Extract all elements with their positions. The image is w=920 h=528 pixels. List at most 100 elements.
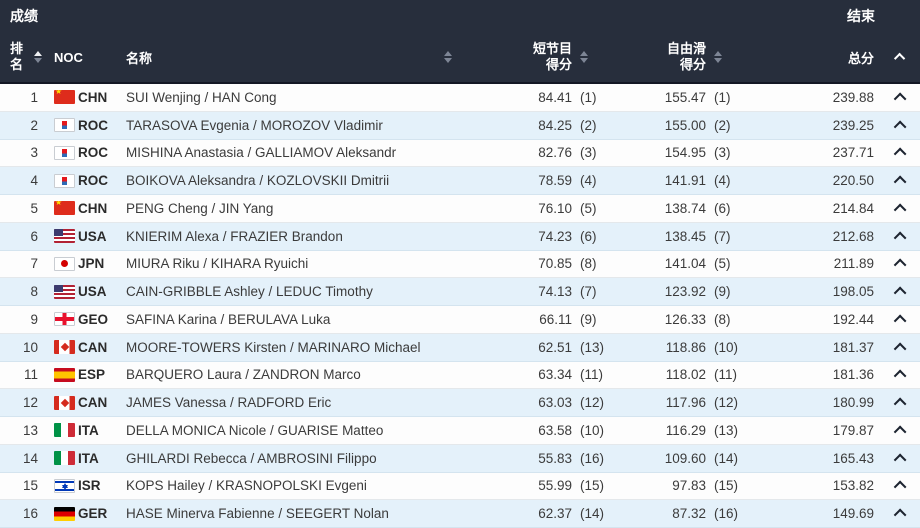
column-header-short-program[interactable]: 短节目 得分 xyxy=(490,32,572,82)
table-row[interactable]: 5 CHN PENG Cheng / JIN Yang 76.10 (5) 13… xyxy=(0,195,920,223)
flag-cell xyxy=(46,506,78,521)
flag-cell xyxy=(46,478,78,493)
rank-cell: 11 xyxy=(23,367,38,383)
flag-cell xyxy=(46,312,78,327)
table-row[interactable]: 15 ISR KOPS Hailey / KRASNOPOLSKI Evgeni… xyxy=(0,472,920,501)
short-program-score-cell: 55.83 xyxy=(538,450,572,466)
expand-row-button[interactable] xyxy=(882,506,920,522)
column-header-rank[interactable]: 排名 xyxy=(0,32,46,82)
free-skate-rank-cell: (8) xyxy=(714,311,731,327)
free-skate-rank-cell: (7) xyxy=(714,228,731,244)
expand-row-button[interactable] xyxy=(882,118,920,133)
total-score-cell: 214.84 xyxy=(832,200,874,216)
noc-cell: USA xyxy=(78,228,107,244)
noc-cell: CHN xyxy=(78,89,108,105)
athletes-name-cell: KOPS Hailey / KRASNOPOLSKI Evgeni xyxy=(126,478,367,494)
table-row[interactable]: 8 USA CAIN-GRIBBLE Ashley / LEDUC Timoth… xyxy=(0,278,920,306)
table-row[interactable]: 2 ROC TARASOVA Evgenia / MOROZOV Vladimi… xyxy=(0,111,920,140)
column-header-name[interactable]: 名称 xyxy=(120,32,490,82)
short-program-rank-cell: (2) xyxy=(580,117,597,133)
expand-row-button[interactable] xyxy=(882,478,920,494)
short-program-sort[interactable] xyxy=(572,32,620,82)
free-skate-rank-cell: (5) xyxy=(714,256,731,272)
athletes-name-cell: DELLA MONICA Nicole / GUARISE Matteo xyxy=(126,422,384,438)
table-row[interactable]: 12 CAN JAMES Vanessa / RADFORD Eric 63.0… xyxy=(0,389,920,417)
country-flag-icon xyxy=(54,423,75,438)
name-sort-icon[interactable] xyxy=(444,51,452,63)
short-program-rank-cell: (1) xyxy=(580,89,597,105)
country-flag-icon xyxy=(54,395,75,410)
expand-row-button[interactable] xyxy=(882,256,920,272)
noc-cell: ISR xyxy=(78,478,101,494)
short-program-score-cell: 63.34 xyxy=(538,367,572,383)
column-header-total[interactable]: 总分 xyxy=(754,32,882,82)
table-row[interactable]: 9 GEO SAFINA Karina / BERULAVA Luka 66.1… xyxy=(0,306,920,334)
chevron-up-icon xyxy=(893,508,906,522)
free-skate-sort-icon[interactable] xyxy=(714,51,722,63)
expand-row-button[interactable] xyxy=(882,451,920,466)
table-row[interactable]: 4 ROC BOIKOVA Aleksandra / KOZLOVSKII Dm… xyxy=(0,167,920,195)
chevron-up-icon[interactable] xyxy=(893,52,906,65)
table-row[interactable]: 14 ITA GHILARDI Rebecca / AMBROSINI Fili… xyxy=(0,444,920,473)
country-flag-icon xyxy=(54,367,75,382)
table-row[interactable]: 3 ROC MISHINA Anastasia / GALLIAMOV Alek… xyxy=(0,139,920,168)
free-skate-score-cell: 126.33 xyxy=(664,311,706,327)
free-skate-rank-cell: (3) xyxy=(714,145,731,161)
total-sort[interactable] xyxy=(882,32,920,82)
short-program-rank-cell: (16) xyxy=(580,450,605,466)
free-skate-rank-cell: (9) xyxy=(714,284,731,300)
short-program-rank-cell: (3) xyxy=(580,145,597,161)
table-row[interactable]: 16 GER HASE Minerva Fabienne / SEEGERT N… xyxy=(0,500,920,528)
status-badge: 结束 xyxy=(847,8,875,24)
expand-row-button[interactable] xyxy=(882,423,920,439)
flag-cell xyxy=(46,256,78,271)
expand-row-button[interactable] xyxy=(882,145,920,161)
expand-row-button[interactable] xyxy=(882,284,920,300)
athletes-name-cell: BARQUERO Laura / ZANDRON Marco xyxy=(126,367,361,383)
column-header-noc[interactable]: NOC xyxy=(46,32,120,82)
short-program-sort-icon[interactable] xyxy=(580,51,588,63)
short-program-score-cell: 84.41 xyxy=(538,89,572,105)
rank-cell: 6 xyxy=(30,228,38,244)
free-skate-score-cell: 87.32 xyxy=(672,506,706,522)
expand-row-button[interactable] xyxy=(882,173,920,189)
table-row[interactable]: 13 ITA DELLA MONICA Nicole / GUARISE Mat… xyxy=(0,417,920,445)
table-row[interactable]: 7 JPN MIURA Riku / KIHARA Ryuichi 70.85 … xyxy=(0,250,920,279)
short-program-score-cell: 70.85 xyxy=(538,256,572,272)
rank-cell: 4 xyxy=(30,173,38,189)
athletes-name-cell: MISHINA Anastasia / GALLIAMOV Aleksandr xyxy=(126,145,397,161)
flag-cell xyxy=(46,423,78,438)
short-program-rank-cell: (8) xyxy=(580,256,597,272)
country-flag-icon xyxy=(54,478,75,493)
expand-row-button[interactable] xyxy=(882,312,920,328)
total-score-cell: 237.71 xyxy=(832,145,874,161)
chevron-up-icon xyxy=(893,147,906,161)
rank-cell: 8 xyxy=(30,284,38,300)
flag-cell xyxy=(46,173,78,188)
country-flag-icon xyxy=(54,145,75,160)
expand-row-button[interactable] xyxy=(882,395,920,411)
short-program-column-label: 短节目 得分 xyxy=(532,40,572,72)
total-score-cell: 198.05 xyxy=(832,284,874,300)
expand-row-button[interactable] xyxy=(882,90,920,106)
expand-row-button[interactable] xyxy=(882,340,920,355)
expand-row-button[interactable] xyxy=(882,229,920,244)
rank-cell: 12 xyxy=(22,395,38,411)
expand-row-button[interactable] xyxy=(882,367,920,383)
short-program-score-cell: 66.11 xyxy=(539,311,572,327)
table-row[interactable]: 10 CAN MOORE-TOWERS Kirsten / MARINARO M… xyxy=(0,333,920,362)
flag-cell xyxy=(46,340,78,355)
table-row[interactable]: 6 USA KNIERIM Alexa / FRAZIER Brandon 74… xyxy=(0,222,920,251)
table-row[interactable]: 11 ESP BARQUERO Laura / ZANDRON Marco 63… xyxy=(0,361,920,390)
noc-cell: ITA xyxy=(78,422,99,438)
free-skate-sort[interactable] xyxy=(706,32,754,82)
rank-cell: 9 xyxy=(30,311,38,327)
results-table-body: 1 CHN SUI Wenjing / HAN Cong 84.41 (1) 1… xyxy=(0,84,920,528)
name-column-label: 名称 xyxy=(126,50,153,66)
free-skate-column-label: 自由滑 得分 xyxy=(666,40,706,72)
short-program-score-cell: 78.59 xyxy=(538,173,572,189)
table-row[interactable]: 1 CHN SUI Wenjing / HAN Cong 84.41 (1) 1… xyxy=(0,84,920,112)
column-header-free-skate[interactable]: 自由滑 得分 xyxy=(620,32,706,82)
rank-sort-icon[interactable] xyxy=(34,51,42,63)
expand-row-button[interactable] xyxy=(882,201,920,217)
